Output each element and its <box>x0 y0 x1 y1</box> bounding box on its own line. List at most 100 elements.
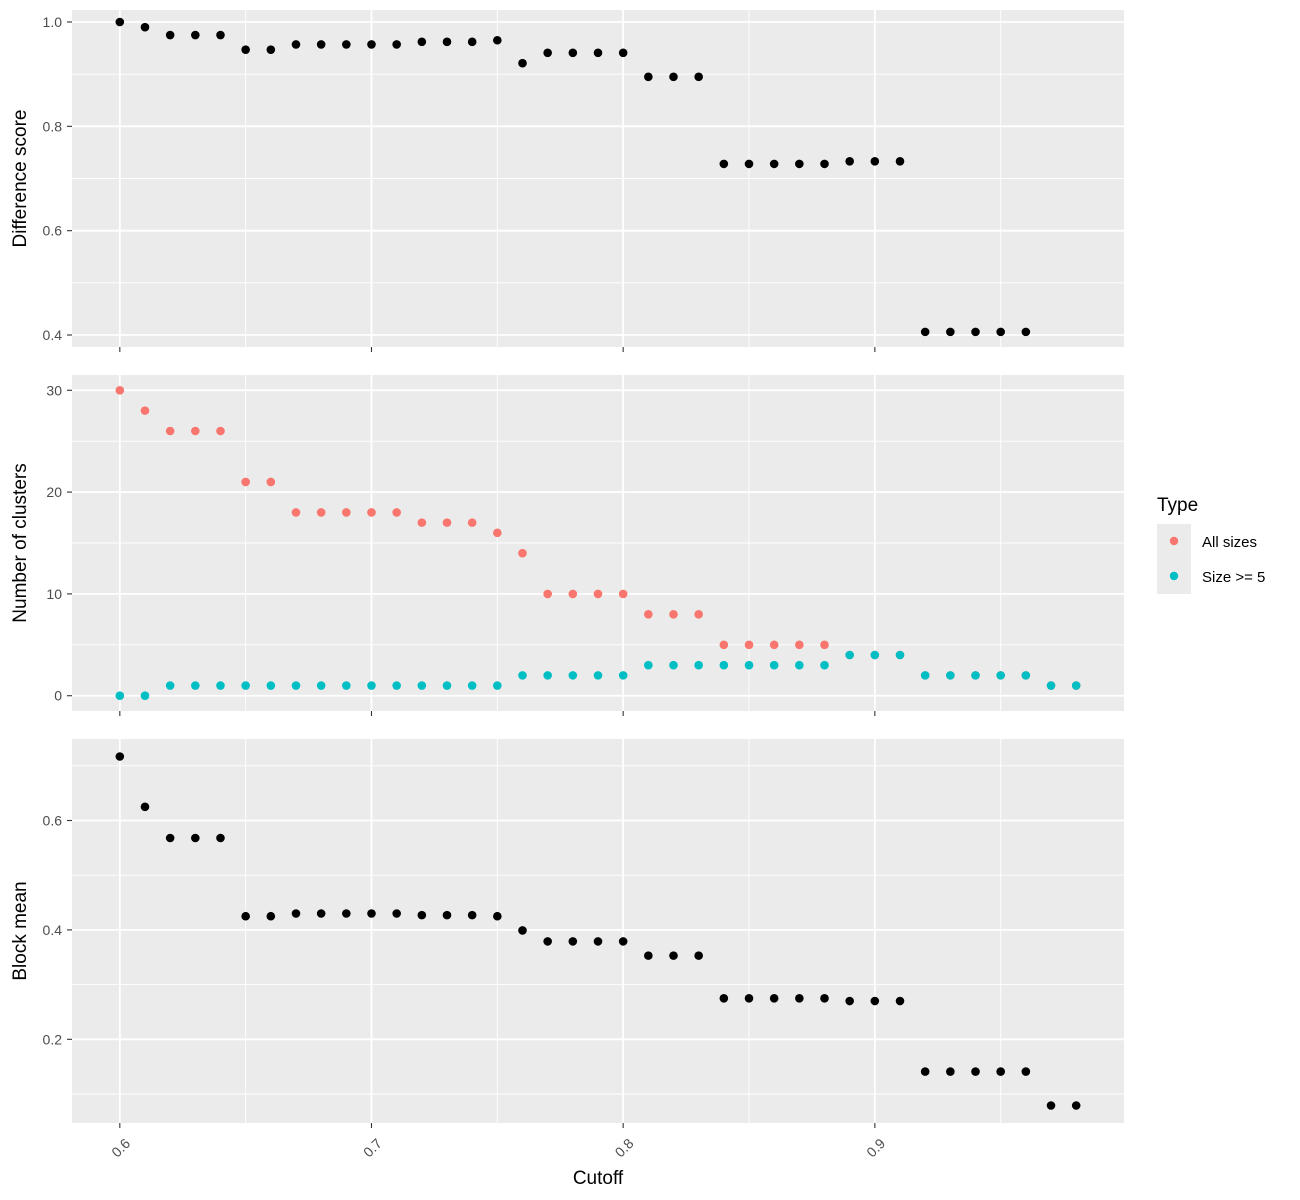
legend-title: Type <box>1157 495 1198 516</box>
data-point <box>769 159 779 169</box>
data-point <box>1021 671 1031 680</box>
data-point <box>1021 327 1031 337</box>
panel-3: 0.2 0.4 0.6 Block mean <box>10 739 1124 1128</box>
data-point <box>795 993 804 1003</box>
data-point <box>744 993 754 1003</box>
y-tick-label: 0.6 <box>43 813 63 829</box>
data-point <box>694 72 703 82</box>
data-point <box>216 30 225 40</box>
data-point <box>795 159 804 169</box>
data-point <box>216 426 225 436</box>
data-point <box>241 911 250 921</box>
data-point <box>241 45 250 54</box>
legend-key-all-sizes <box>1169 536 1179 546</box>
data-point <box>669 72 678 82</box>
data-point <box>191 426 200 436</box>
y-tick-label: 0.6 <box>43 223 63 239</box>
legend-key-bg <box>1157 524 1191 594</box>
data-point <box>241 681 250 690</box>
data-point <box>769 993 779 1003</box>
data-point <box>342 508 351 517</box>
data-point <box>518 926 527 935</box>
data-point <box>744 159 754 169</box>
data-point <box>543 937 552 946</box>
data-point <box>820 640 829 650</box>
data-point <box>870 650 880 660</box>
panel-2: 0 10 20 30 Number of clusters <box>10 375 1124 716</box>
data-point <box>669 660 678 670</box>
data-point <box>417 518 427 527</box>
data-point <box>291 40 301 49</box>
data-point <box>593 589 603 599</box>
data-point <box>165 681 175 690</box>
data-point <box>946 327 955 337</box>
x-tick-label: 0.9 <box>863 1135 888 1160</box>
data-point <box>996 327 1005 337</box>
data-point <box>568 671 578 680</box>
data-point <box>669 609 678 619</box>
data-point <box>367 508 376 517</box>
data-point <box>946 671 955 680</box>
data-point <box>568 48 578 58</box>
data-point <box>543 589 552 599</box>
data-point <box>467 518 477 527</box>
data-point <box>543 671 552 680</box>
data-point <box>140 406 150 415</box>
x-tick-label: 0.7 <box>360 1135 385 1160</box>
x-axis-title: Cutoff <box>573 1168 624 1189</box>
y-tick-label: 0.4 <box>43 327 63 343</box>
data-point <box>845 650 854 660</box>
data-point <box>845 156 854 166</box>
data-point <box>367 40 376 49</box>
data-point <box>115 752 125 761</box>
data-point <box>115 385 125 395</box>
data-point <box>442 681 452 690</box>
chart-panels: 0.4 0.6 0.8 1.0 Difference score 0 10 20 30 Numbe… <box>10 10 1124 1128</box>
data-point <box>291 909 301 918</box>
data-point <box>870 996 880 1006</box>
data-point <box>795 660 804 670</box>
data-point <box>191 833 200 843</box>
data-point <box>467 681 477 690</box>
data-point <box>266 45 276 54</box>
data-point <box>467 910 477 920</box>
data-point <box>115 17 125 27</box>
data-point <box>820 159 829 169</box>
data-point <box>870 156 880 166</box>
data-point <box>442 37 452 47</box>
y-tick-label: 0 <box>54 688 62 704</box>
data-point <box>342 40 351 49</box>
data-point <box>467 37 477 47</box>
data-point <box>618 671 628 680</box>
data-point <box>1046 1101 1056 1110</box>
data-point <box>493 911 502 921</box>
legend-label-size-ge-5: Size >= 5 <box>1202 569 1265 586</box>
data-point <box>442 518 452 527</box>
data-point <box>895 156 905 166</box>
data-point <box>493 35 502 45</box>
data-point <box>140 691 150 701</box>
data-point <box>971 1067 980 1076</box>
data-point <box>442 910 452 920</box>
data-point <box>417 681 427 690</box>
data-point <box>920 671 930 680</box>
series-points <box>115 752 1081 1110</box>
y-axis-title: Number of clusters <box>10 463 31 622</box>
y-tick-label: 0.4 <box>43 922 63 938</box>
y-tick-label: 0.2 <box>43 1031 63 1047</box>
data-point <box>920 1067 930 1076</box>
data-point <box>971 327 980 337</box>
data-point <box>593 671 603 680</box>
data-point <box>367 909 376 918</box>
data-point <box>342 681 351 690</box>
data-point <box>140 802 150 812</box>
data-point <box>769 660 779 670</box>
legend-key-size-ge-5 <box>1169 571 1179 581</box>
data-point <box>165 833 175 843</box>
data-point <box>996 671 1005 680</box>
data-point <box>1046 681 1056 690</box>
data-point <box>644 609 653 619</box>
data-point <box>518 671 527 680</box>
y-tick-label: 30 <box>46 382 62 398</box>
data-point <box>266 681 276 690</box>
